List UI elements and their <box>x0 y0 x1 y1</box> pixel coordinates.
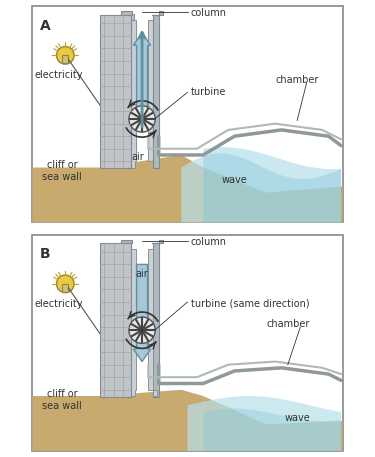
Polygon shape <box>203 396 343 451</box>
Bar <box>62 284 68 292</box>
Circle shape <box>129 106 155 132</box>
Text: B: B <box>40 247 51 261</box>
Bar <box>100 243 131 397</box>
Bar <box>153 15 159 168</box>
Text: wave: wave <box>284 413 310 423</box>
Text: A: A <box>40 19 51 32</box>
Polygon shape <box>181 154 341 223</box>
Circle shape <box>129 317 155 343</box>
Bar <box>126 243 131 397</box>
Polygon shape <box>129 14 136 161</box>
Bar <box>153 243 159 397</box>
Text: electricity: electricity <box>35 299 83 309</box>
Text: chamber: chamber <box>266 319 309 329</box>
Text: column: column <box>190 237 226 247</box>
Polygon shape <box>152 11 163 15</box>
Polygon shape <box>121 240 132 243</box>
Circle shape <box>140 328 144 332</box>
Text: turbine: turbine <box>190 87 226 97</box>
Polygon shape <box>148 249 157 396</box>
Polygon shape <box>32 155 203 223</box>
Polygon shape <box>121 11 132 15</box>
Polygon shape <box>32 390 203 451</box>
Bar <box>100 15 131 168</box>
Bar <box>126 15 131 168</box>
Circle shape <box>57 47 74 64</box>
Bar <box>62 55 68 64</box>
Text: wave: wave <box>222 175 248 185</box>
Text: cliff or
sea wall: cliff or sea wall <box>42 389 82 410</box>
Text: air: air <box>131 152 144 162</box>
Polygon shape <box>188 396 341 451</box>
Polygon shape <box>128 249 136 396</box>
Text: electricity: electricity <box>35 70 83 80</box>
Text: column: column <box>190 8 226 18</box>
Polygon shape <box>148 20 157 168</box>
Polygon shape <box>152 240 163 243</box>
Polygon shape <box>128 20 136 168</box>
FancyArrow shape <box>134 33 151 130</box>
FancyArrow shape <box>134 265 151 361</box>
Polygon shape <box>203 409 341 451</box>
Text: turbine (same direction): turbine (same direction) <box>190 298 309 308</box>
Circle shape <box>140 117 144 121</box>
FancyBboxPatch shape <box>32 234 343 451</box>
Circle shape <box>57 275 74 292</box>
Text: cliff or
sea wall: cliff or sea wall <box>42 160 82 182</box>
Text: air: air <box>136 269 148 279</box>
Polygon shape <box>203 168 343 223</box>
Text: chamber: chamber <box>276 75 319 85</box>
Polygon shape <box>203 147 341 223</box>
FancyBboxPatch shape <box>32 6 343 223</box>
